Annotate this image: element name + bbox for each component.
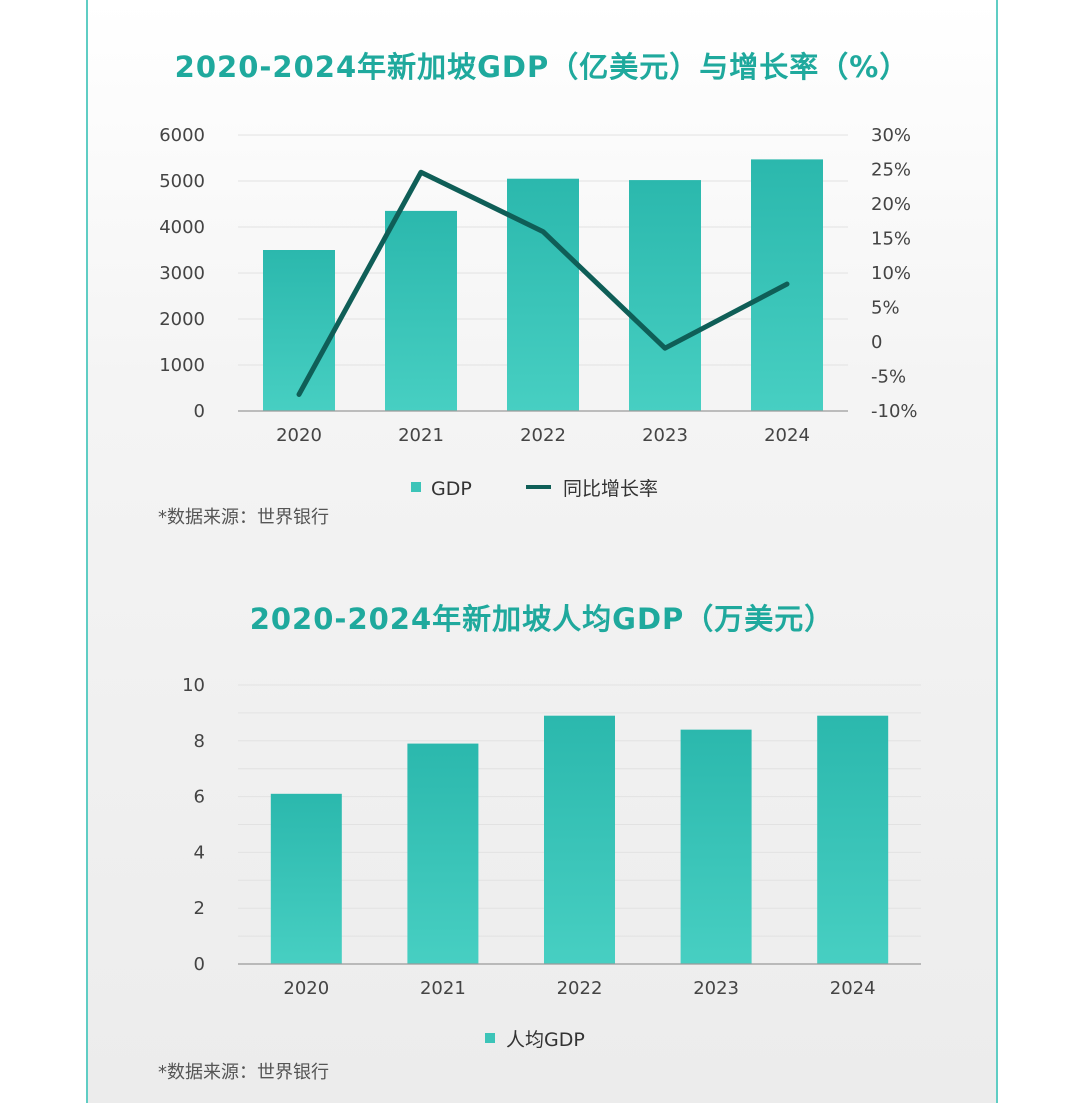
gdp-bar — [385, 210, 457, 411]
y-tick-label: 4 — [194, 842, 205, 863]
x-tick-label: 2022 — [520, 425, 566, 446]
x-tick-label: 2020 — [283, 978, 329, 999]
y-right-tick-label: 20% — [871, 194, 911, 215]
gdp-per-capita-bar — [817, 715, 889, 964]
gdp-bar — [263, 250, 335, 411]
gdp-per-capita-chart: 0 2 4 6 8 10 2020 2021 2022 2023 2024 人均GDP — [182, 675, 921, 1051]
chart1-source: *数据来源：世界银行 — [158, 507, 329, 528]
x-tick-label: 2021 — [420, 978, 466, 999]
x-tick-label: 2023 — [693, 978, 739, 999]
x-tick-label: 2024 — [830, 978, 876, 999]
y-right-tick-label: -10% — [871, 401, 918, 422]
y-right-tick-label: -5% — [871, 367, 906, 388]
x-tick-label: 2023 — [642, 425, 688, 446]
legend-label: 人均GDP — [506, 1029, 585, 1051]
y-right-tick-label: 0 — [871, 332, 882, 353]
y-right-tick-label: 15% — [871, 229, 911, 250]
y-left-tick-label: 5000 — [159, 171, 205, 192]
y-right-tick-label: 30% — [871, 125, 911, 146]
y-right-tick-label: 25% — [871, 160, 911, 181]
y-tick-label: 8 — [194, 731, 205, 752]
gdp-per-capita-bar — [407, 743, 479, 964]
chart1-title: 2020-2024年新加坡GDP（亿美元）与增长率（%） — [174, 50, 910, 84]
y-left-tick-label: 6000 — [159, 125, 205, 146]
gdp-per-capita-bar — [680, 729, 752, 964]
x-tick-label: 2021 — [398, 425, 444, 446]
x-tick-label: 2020 — [276, 425, 322, 446]
infographic-page: 2020-2024年新加坡GDP（亿美元）与增长率（%） 2020-2024年新… — [86, 0, 998, 1103]
x-tick-label: 2022 — [557, 978, 603, 999]
gdp-bar — [629, 180, 701, 411]
legend-gdp-label: GDP — [431, 478, 472, 500]
gdp-per-capita-bar — [270, 793, 342, 964]
y-tick-label: 0 — [194, 954, 205, 975]
legend-gdp-swatch — [411, 482, 421, 492]
x-tick-label: 2024 — [764, 425, 810, 446]
y-tick-label: 6 — [194, 787, 205, 808]
chart2-source: *数据来源：世界银行 — [158, 1062, 329, 1083]
y-right-tick-label: 5% — [871, 298, 900, 319]
y-left-tick-label: 4000 — [159, 217, 205, 238]
legend-growth-label: 同比增长率 — [563, 478, 658, 500]
legend-swatch — [485, 1033, 495, 1043]
y-left-tick-label: 0 — [194, 401, 205, 422]
gdp-combo-chart: 0 1000 2000 3000 4000 5000 6000 -10% -5% 0 5% 10% 15… — [159, 125, 918, 500]
y-tick-label: 10 — [182, 675, 205, 696]
y-left-tick-label: 1000 — [159, 355, 205, 376]
y-right-tick-label: 10% — [871, 263, 911, 284]
gdp-per-capita-bar — [544, 715, 615, 964]
chart2-title: 2020-2024年新加坡人均GDP（万美元） — [249, 602, 835, 636]
growth-rate-line — [296, 169, 790, 397]
y-tick-label: 2 — [194, 898, 205, 919]
y-left-tick-label: 3000 — [159, 263, 205, 284]
y-left-tick-label: 2000 — [159, 309, 205, 330]
